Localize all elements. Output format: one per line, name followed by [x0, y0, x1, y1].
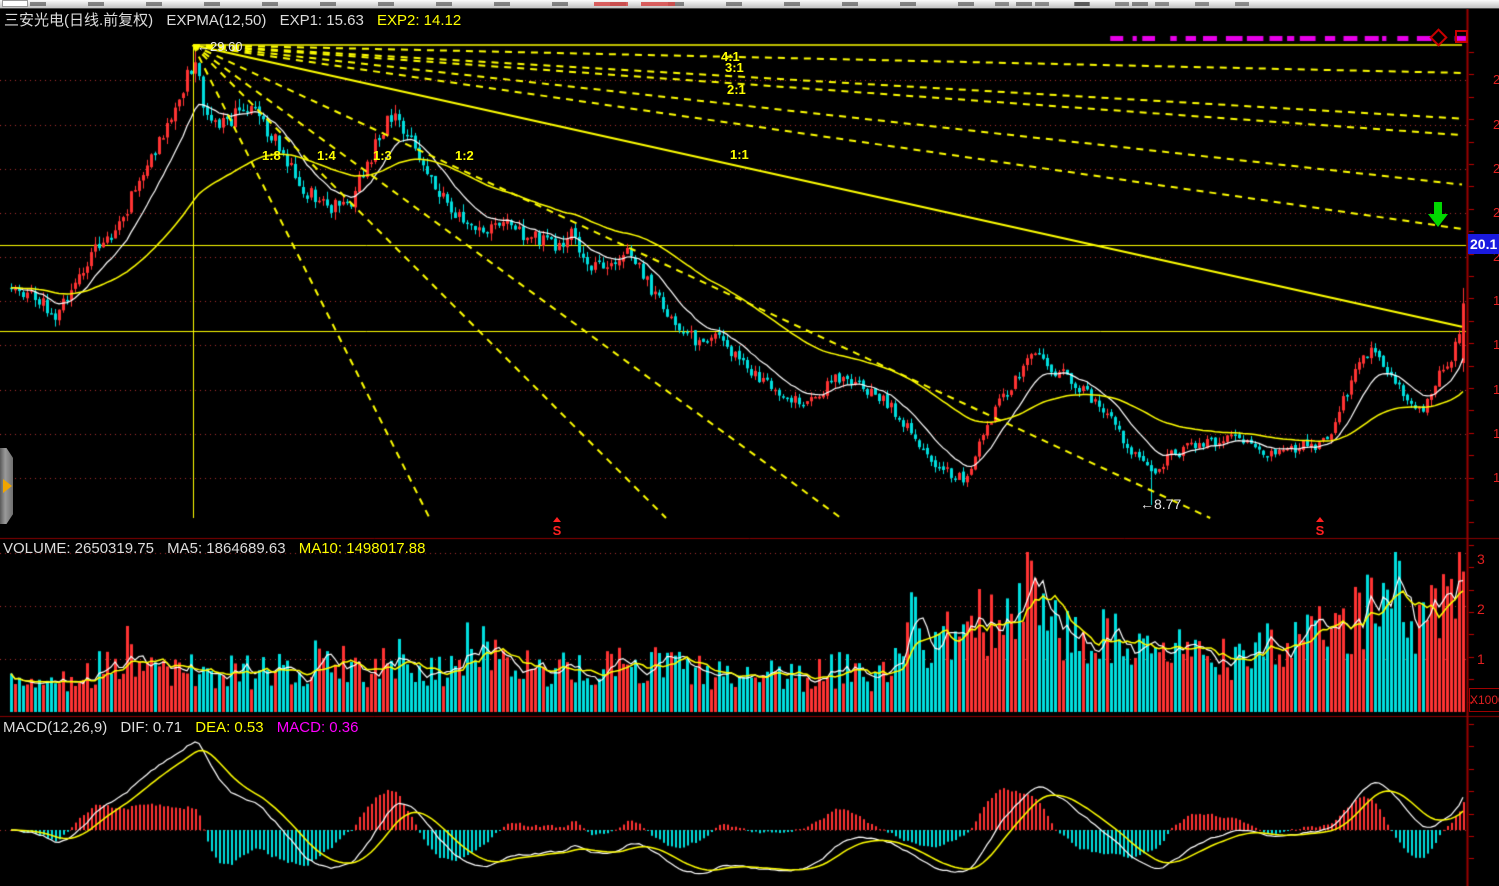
- menu-red-button-2[interactable]: [641, 2, 675, 6]
- macd-indicator-name[interactable]: MACD(12,26,9): [3, 719, 108, 736]
- price-axis-label: 16.00: [1493, 337, 1499, 352]
- dif-value: DIF: 0.71: [120, 719, 183, 736]
- menu-icon: [2, 0, 28, 7]
- split-marker-triangle-icon: [1316, 517, 1324, 522]
- volume-unit-label: X10000: [1469, 688, 1499, 712]
- price-axis-label: 18.00: [1493, 293, 1499, 308]
- gann-ratio-label: 1:8: [262, 148, 281, 163]
- volume-axis-label: 3: [1477, 551, 1485, 567]
- gann-ratio-label: 1:4: [317, 148, 336, 163]
- gann-ratio-label: 1:2: [455, 148, 474, 163]
- volume-value: VOLUME: 2650319.75: [3, 540, 154, 557]
- macd-pane-header: MACD(12,26,9) DIF: 0.71 DEA: 0.53 MACD: …: [3, 719, 368, 736]
- indicator-name[interactable]: EXPMA(12,50): [166, 12, 267, 29]
- price-axis-label: 22.00: [1493, 205, 1499, 220]
- split-marker[interactable]: S: [1312, 517, 1328, 539]
- price-axis-label: 26.00: [1493, 117, 1499, 132]
- main-pane-header: 三安光电(日线.前复权) EXPMA(12,50) EXP1: 15.63 EX…: [4, 9, 470, 30]
- square-icon[interactable]: [1455, 30, 1468, 43]
- gann-ratio-label: 4:1: [721, 49, 740, 64]
- volume-pane-header: VOLUME: 2650319.75 MA5: 1864689.63 MA10:…: [3, 540, 435, 557]
- price-axis-label: 14.00: [1493, 382, 1499, 397]
- menu-items-right: [995, 2, 1255, 6]
- price-line-badge: 20.1: [1468, 234, 1499, 254]
- split-marker-triangle-icon: [553, 517, 561, 522]
- symbol-title: 三安光电(日线.前复权): [4, 12, 154, 29]
- gann-ratio-label: 2:1: [727, 82, 746, 97]
- exp1-value: EXP1: 15.63: [279, 12, 364, 29]
- volume-ma10-value: MA10: 1498017.88: [298, 540, 426, 557]
- volume-ma5-value: MA5: 1864689.63: [167, 540, 286, 557]
- down-arrow-icon: [1428, 202, 1448, 228]
- volume-axis-label: 2: [1477, 601, 1485, 617]
- price-axis-label: 28.00: [1493, 72, 1499, 87]
- price-axis-label: 20.00: [1493, 249, 1499, 264]
- menu-bar[interactable]: [0, 0, 1499, 9]
- exp2-value: EXP2: 14.12: [376, 12, 462, 29]
- expand-arrow-icon: [3, 479, 12, 493]
- price-axis-label: 24.00: [1493, 161, 1499, 176]
- macd-value: MACD: 0.36: [276, 719, 359, 736]
- price-axis-label: 12.00: [1493, 426, 1499, 441]
- dea-value: DEA: 0.53: [195, 719, 264, 736]
- volume-axis-label: 1: [1477, 651, 1485, 667]
- high-price-label: ←29.60: [197, 39, 243, 54]
- low-price-label: ←8.77: [1140, 496, 1182, 512]
- gann-ratio-label: 3:1: [725, 60, 744, 75]
- sidebar-expand-handle[interactable]: [0, 448, 13, 524]
- price-axis-label: 10.00: [1493, 470, 1499, 485]
- gann-ratio-label: 1:3: [373, 148, 392, 163]
- gann-ratio-label: 1:1: [730, 147, 749, 162]
- split-marker[interactable]: S: [549, 517, 565, 539]
- menu-red-button-1[interactable]: [594, 2, 628, 6]
